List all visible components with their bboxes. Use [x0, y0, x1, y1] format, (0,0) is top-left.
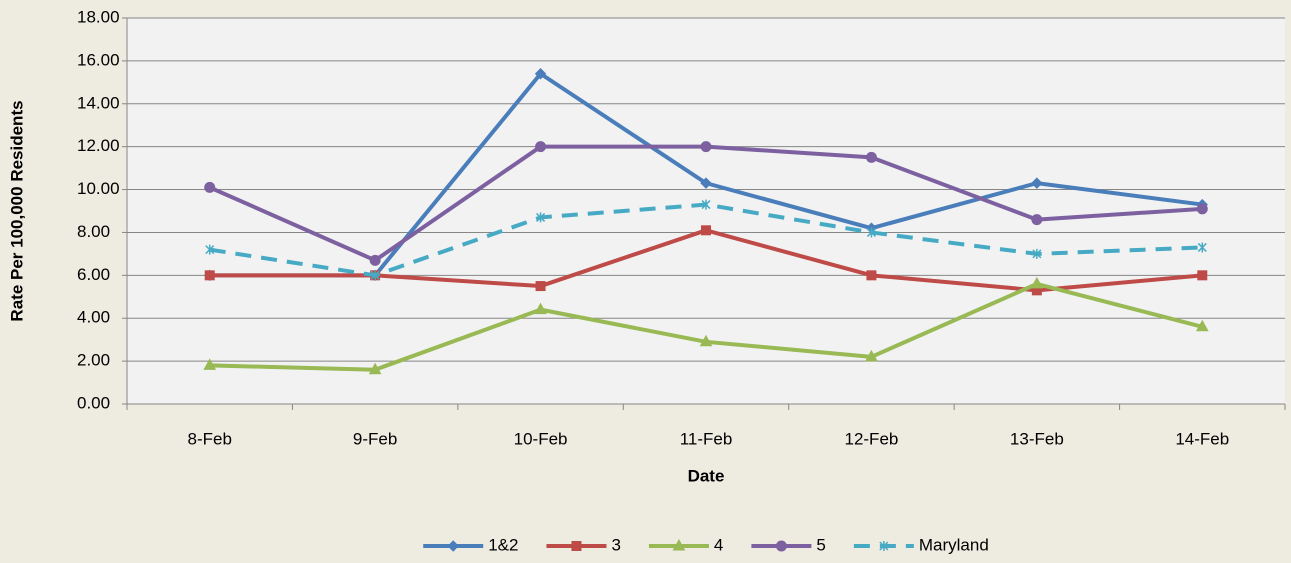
y-tick-label: 6.00 — [77, 265, 110, 284]
marker — [775, 540, 787, 552]
marker — [1196, 203, 1208, 215]
marker — [865, 151, 877, 163]
marker — [1032, 248, 1042, 259]
marker — [700, 141, 712, 153]
marker — [1195, 319, 1209, 332]
legend-label: 5 — [816, 535, 825, 554]
y-tick-label: 0.00 — [77, 393, 110, 412]
legend-label: 1&2 — [488, 535, 518, 554]
x-tick-label: 10-Feb — [514, 429, 568, 448]
marker — [866, 270, 877, 281]
marker — [535, 141, 547, 153]
y-tick-label: 14.00 — [77, 93, 120, 112]
x-tick-label: 14-Feb — [1175, 429, 1229, 448]
marker — [1197, 270, 1208, 281]
legend-item: 1&2 — [423, 535, 518, 554]
marker — [672, 538, 686, 551]
marker — [204, 181, 216, 193]
legend-item: 5 — [751, 535, 826, 554]
marker — [534, 68, 547, 80]
marker — [879, 541, 889, 551]
marker — [571, 541, 582, 551]
y-tick-label: 2.00 — [77, 351, 110, 370]
marker — [700, 177, 712, 189]
marker — [368, 362, 382, 375]
marker — [535, 281, 546, 292]
marker — [866, 227, 876, 238]
y-tick-label: 16.00 — [77, 50, 120, 69]
marker — [1030, 276, 1044, 289]
legend-label: 4 — [714, 535, 723, 554]
marker — [701, 199, 711, 210]
x-axis-title: Date — [688, 466, 725, 485]
y-axis-title: Rate Per 100,000 Residents — [7, 100, 26, 321]
marker — [203, 358, 217, 370]
legend-label: 3 — [611, 535, 620, 554]
marker — [369, 254, 381, 266]
legend-item: 3 — [546, 535, 621, 554]
y-tick-label: 8.00 — [77, 222, 110, 241]
marker — [536, 212, 546, 223]
marker — [699, 334, 713, 347]
marker — [370, 270, 380, 281]
y-tick-label: 18.00 — [77, 7, 120, 26]
legend: 1&2 3 4 5 Maryland — [423, 535, 989, 554]
legend-item: Maryland — [853, 535, 989, 554]
x-tick-label: 12-Feb — [844, 429, 898, 448]
y-tick-label: 10.00 — [77, 179, 120, 198]
marker — [865, 349, 878, 362]
x-tick-label: 11-Feb — [680, 429, 733, 448]
x-tick-label: 8-Feb — [188, 429, 232, 448]
marker — [534, 302, 547, 315]
x-tick-label: 13-Feb — [1010, 429, 1064, 448]
marker — [701, 225, 711, 236]
marker — [447, 540, 459, 552]
marker — [1031, 214, 1043, 226]
marker — [1197, 242, 1207, 253]
y-tick-label: 12.00 — [77, 136, 120, 155]
x-tick-label: 9-Feb — [353, 429, 397, 448]
marker — [204, 270, 215, 281]
legend-item: 4 — [648, 535, 723, 554]
y-tick-label: 4.00 — [77, 308, 110, 327]
legend-label: Maryland — [919, 535, 989, 554]
marker — [205, 244, 215, 255]
marker — [1031, 177, 1043, 189]
